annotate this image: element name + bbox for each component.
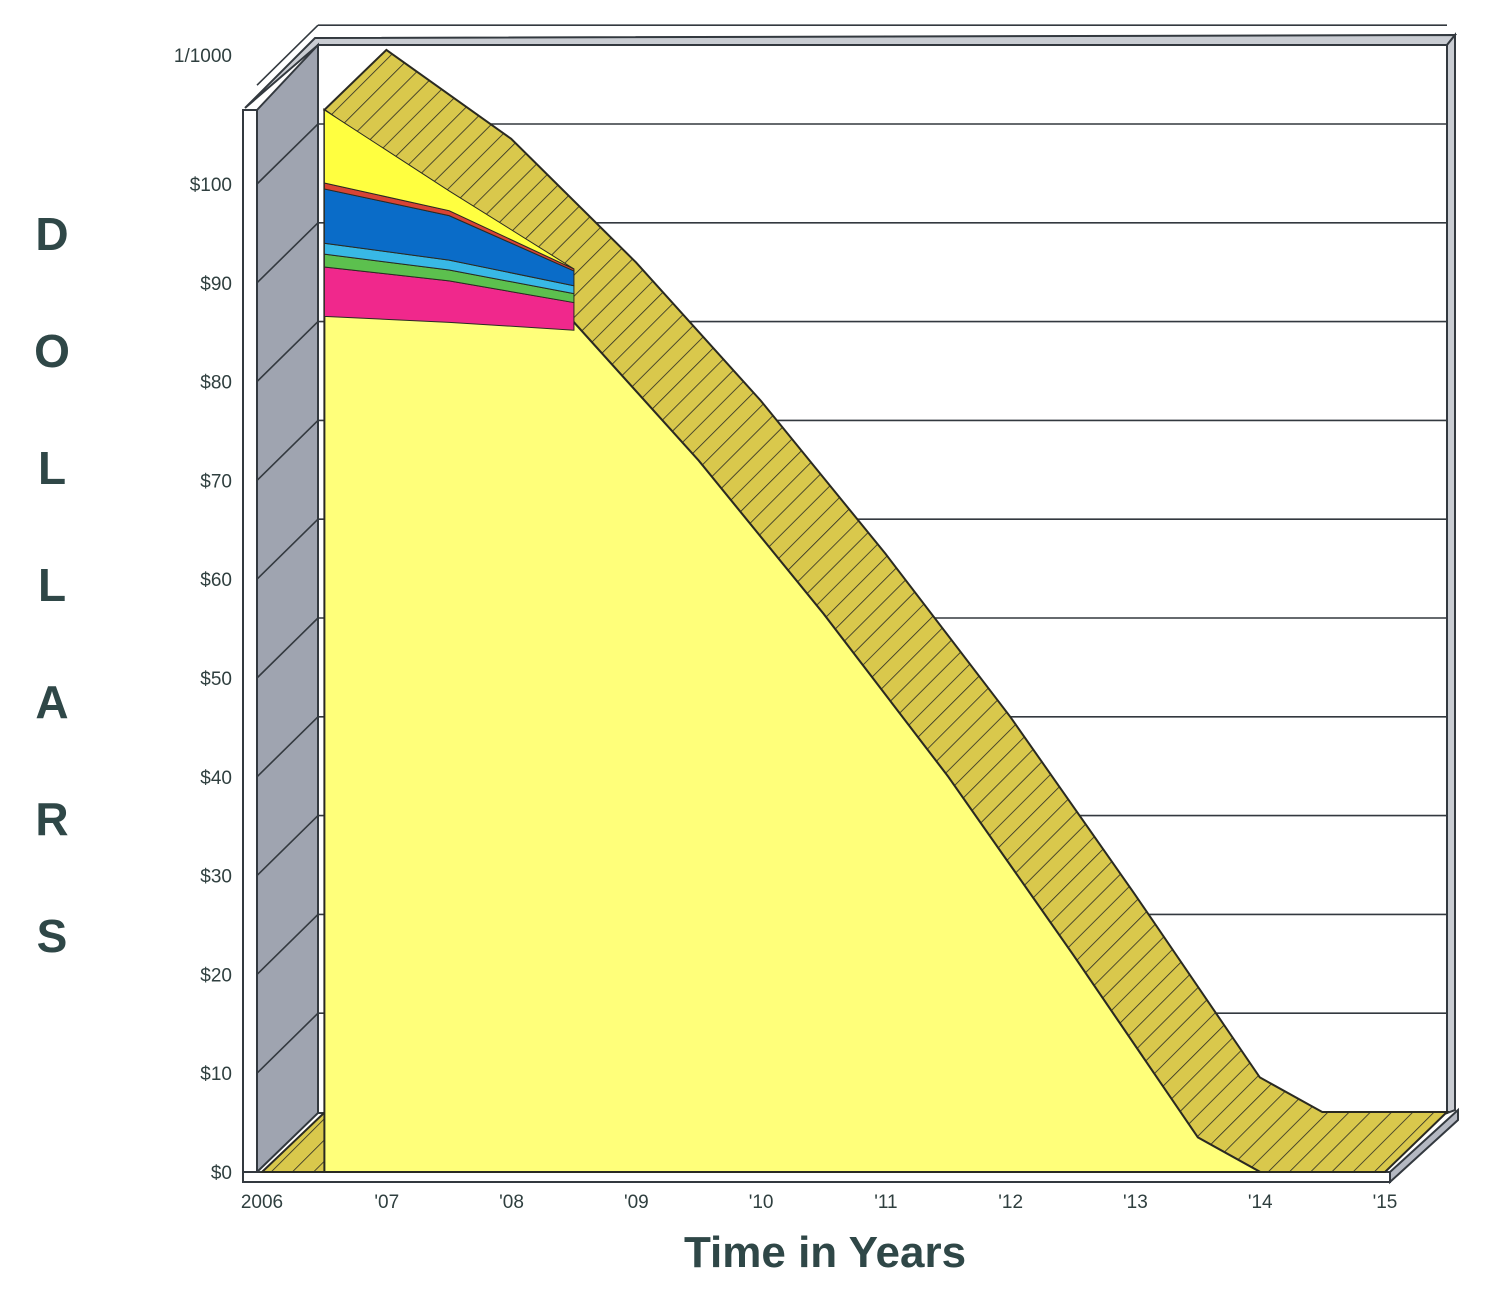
y-axis-label-letter: A bbox=[35, 676, 68, 728]
x-tick-label: '13 bbox=[1123, 1192, 1148, 1213]
x-tick-label: '14 bbox=[1248, 1192, 1273, 1213]
x-tick-label: '15 bbox=[1373, 1192, 1398, 1213]
gridline-diagonal bbox=[256, 617, 319, 679]
left-axis-edge bbox=[242, 109, 258, 1183]
y-axis-label-letter: R bbox=[35, 793, 68, 845]
x-tick-label: '11 bbox=[874, 1192, 897, 1213]
area-band-top-yellow bbox=[323, 108, 575, 270]
y-tick-label: $70 bbox=[200, 471, 232, 492]
y-tick-label: $30 bbox=[200, 867, 232, 888]
gridline-diagonal bbox=[256, 321, 319, 383]
y-tick-label: $50 bbox=[200, 669, 232, 690]
gridline-diagonal bbox=[256, 222, 319, 284]
x-tick-label: '09 bbox=[624, 1192, 649, 1213]
floor-side bbox=[1389, 1107, 1459, 1185]
gridline-diagonal bbox=[256, 913, 319, 975]
x-axis-label: Time in Years bbox=[684, 1228, 966, 1277]
gridline-diagonal bbox=[256, 123, 319, 185]
x-tick-label: '08 bbox=[499, 1192, 524, 1213]
gridline-diagonal bbox=[256, 815, 319, 877]
x-tick-label: '10 bbox=[749, 1192, 774, 1213]
floor-front bbox=[242, 1171, 1391, 1183]
gridline-diagonal bbox=[256, 24, 319, 86]
y-tick-label: $10 bbox=[200, 1064, 232, 1085]
x-tick-labels: 2006 '07 '08 '09 '10 '11 '12 '13 '14 '15 bbox=[241, 1192, 1398, 1213]
gridline-diagonal bbox=[256, 1012, 319, 1074]
gridline-diagonal bbox=[256, 716, 319, 778]
y-tick-label: $100 bbox=[190, 175, 232, 196]
area-layer bbox=[323, 107, 1385, 1173]
x-tick-label: '12 bbox=[998, 1192, 1023, 1213]
y-tick-label: $80 bbox=[200, 373, 232, 394]
y-axis-label-letter: O bbox=[34, 325, 70, 377]
y-axis-label-letter: S bbox=[37, 910, 68, 962]
right-rim bbox=[1446, 32, 1456, 1115]
y-tick-label: $60 bbox=[200, 570, 232, 591]
y-axis-label-letter: L bbox=[38, 559, 66, 611]
y-tick-label: 1/1000 bbox=[174, 46, 232, 67]
y-axis-label-letter: L bbox=[38, 442, 66, 494]
y-tick-label: $0 bbox=[211, 1163, 232, 1184]
y-axis-label-letter: D bbox=[35, 208, 68, 260]
y-tick-label: $20 bbox=[200, 965, 232, 986]
y-tick-labels: $0 $10 $20 $30 $40 $50 $60 $70 $80 $90 $100 1/1000 bbox=[174, 46, 232, 1184]
x-tick-label: '07 bbox=[374, 1192, 399, 1213]
x-tick-label: 2006 bbox=[241, 1192, 283, 1213]
gridline-diagonal bbox=[256, 419, 319, 481]
y-axis-label: D O L L A R S bbox=[34, 208, 70, 962]
left-wall bbox=[256, 42, 319, 1175]
gridline-diagonal bbox=[256, 518, 319, 580]
y-tick-label: $40 bbox=[200, 768, 232, 789]
y-tick-label: $90 bbox=[200, 274, 232, 295]
